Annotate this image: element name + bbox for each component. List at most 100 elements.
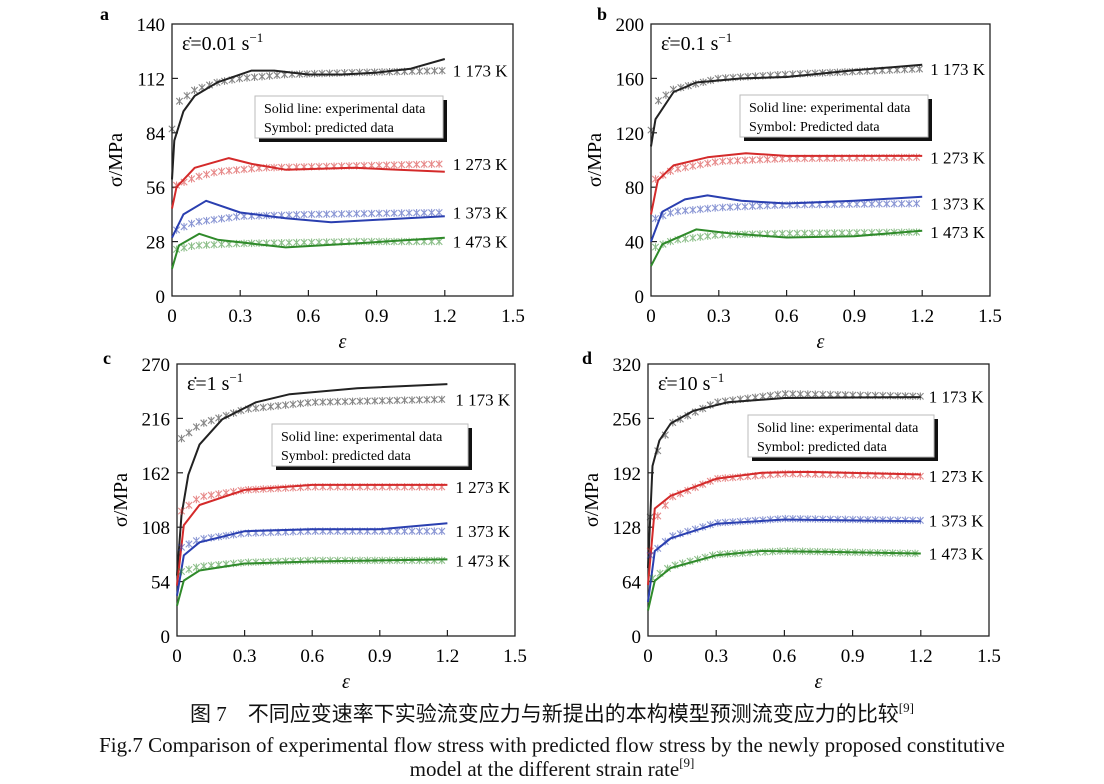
temperature-label: 1 173 K <box>455 390 511 409</box>
predicted-marker <box>733 156 742 165</box>
predicted-marker <box>704 232 712 240</box>
x-tick-label: 0 <box>643 646 653 667</box>
predicted-marker <box>696 205 704 214</box>
predicted-marker <box>400 396 409 405</box>
predicted-marker <box>423 67 431 75</box>
predicted-marker <box>908 65 916 74</box>
predicted-marker <box>390 209 398 217</box>
predicted-marker <box>200 492 208 501</box>
predicted-marker <box>438 527 446 536</box>
predicted-marker <box>666 209 675 217</box>
series-1373k: 1 373 K <box>171 199 508 239</box>
predicted-marker <box>428 208 436 217</box>
predicted-marker <box>726 203 734 211</box>
predicted-marker <box>177 543 186 552</box>
predicted-marker <box>375 161 383 170</box>
predicted-marker <box>285 238 293 247</box>
predicted-marker <box>423 527 431 536</box>
temperature-label: 1 273 K <box>929 467 985 486</box>
predicted-marker <box>217 167 226 176</box>
legend-entry: Solid line: experimental data <box>749 101 911 116</box>
predicted-marker <box>348 397 357 406</box>
x-tick-label: 0.9 <box>841 646 865 667</box>
predicted-marker <box>192 563 200 572</box>
y-tick-label: 140 <box>137 15 166 36</box>
series-1173k: 1 173 K <box>646 387 985 569</box>
predicted-marker <box>704 204 712 213</box>
predicted-marker <box>662 91 670 99</box>
predicted-marker <box>202 216 211 225</box>
predicted-marker <box>415 527 424 536</box>
predicted-marker <box>898 199 906 208</box>
legend-entry: Symbol: Predicted data <box>749 120 880 135</box>
panel-letter: d <box>582 348 592 368</box>
predicted-marker <box>689 234 697 242</box>
predicted-marker <box>689 162 697 170</box>
temperature-label: 1 373 K <box>455 522 511 541</box>
y-axis-label: σ/MPa <box>581 473 603 527</box>
predicted-marker <box>326 398 334 406</box>
predicted-marker <box>741 202 749 211</box>
predicted-marker <box>883 200 891 208</box>
predicted-marker <box>353 209 361 218</box>
predicted-marker <box>210 240 218 249</box>
predicted-marker <box>185 501 193 510</box>
predicted-marker <box>435 208 443 217</box>
y-tick-label: 0 <box>635 287 645 308</box>
legend-box <box>747 414 935 458</box>
y-tick-label: 80 <box>625 178 644 199</box>
predicted-marker <box>202 241 211 249</box>
predicted-marker <box>808 229 816 237</box>
legend-box <box>254 95 444 139</box>
predicted-marker <box>232 213 241 221</box>
y-tick-label: 128 <box>613 518 642 539</box>
predicted-marker <box>756 202 764 210</box>
predicted-marker <box>341 397 349 406</box>
strain-rate-exponent: −1 <box>710 370 724 385</box>
predicted-marker <box>393 396 401 405</box>
predicted-marker <box>183 91 191 100</box>
series-1273k: 1 273 K <box>650 148 986 215</box>
predicted-marker <box>210 215 218 224</box>
y-tick-label: 270 <box>142 355 171 376</box>
predicted-marker <box>240 165 248 174</box>
y-axis-label: σ/MPa <box>105 133 127 187</box>
predicted-marker <box>415 67 424 75</box>
predicted-marker <box>912 199 921 208</box>
predicted-marker <box>674 164 682 173</box>
x-tick-label: 0.9 <box>368 646 392 667</box>
legend-entry: Symbol: predicted data <box>757 440 888 455</box>
temperature-label: 1 173 K <box>930 60 986 79</box>
legend-box <box>739 94 929 138</box>
y-tick-label: 256 <box>613 409 642 430</box>
predicted-marker <box>190 86 199 95</box>
predicted-marker <box>296 556 305 565</box>
x-tick-label: 1.5 <box>978 306 1002 327</box>
predicted-marker <box>195 172 203 181</box>
temperature-label: 1 473 K <box>929 545 985 564</box>
predicted-marker <box>398 209 406 217</box>
y-tick-label: 200 <box>616 15 645 36</box>
predicted-marker <box>180 222 188 231</box>
y-tick-label: 162 <box>142 464 171 485</box>
predicted-marker <box>438 66 446 75</box>
predicted-marker <box>185 565 193 574</box>
predicted-marker <box>763 155 771 164</box>
temperature-label: 1 173 K <box>929 387 985 406</box>
predicted-marker <box>296 399 305 408</box>
series-1173k: 1 173 K <box>647 60 986 147</box>
temperature-label: 1 273 K <box>455 478 511 497</box>
predicted-marker <box>274 402 282 410</box>
predicted-marker <box>756 155 764 164</box>
predicted-marker <box>830 229 839 237</box>
predicted-marker <box>428 160 436 168</box>
y-tick-label: 56 <box>146 178 165 199</box>
x-tick-label: 0.6 <box>773 646 797 667</box>
predicted-marker <box>289 557 297 565</box>
chart-panel-b: b 0 0.3 0.6 0.9 1.2 1.5 0 40 80 120 160 200 ε σ/MPa ε̇=… <box>584 4 1002 353</box>
predicted-marker <box>704 159 712 168</box>
predicted-marker <box>420 208 428 217</box>
strain-rate-exponent: −1 <box>229 370 243 385</box>
predicted-marker <box>741 156 749 165</box>
predicted-marker <box>334 397 342 406</box>
